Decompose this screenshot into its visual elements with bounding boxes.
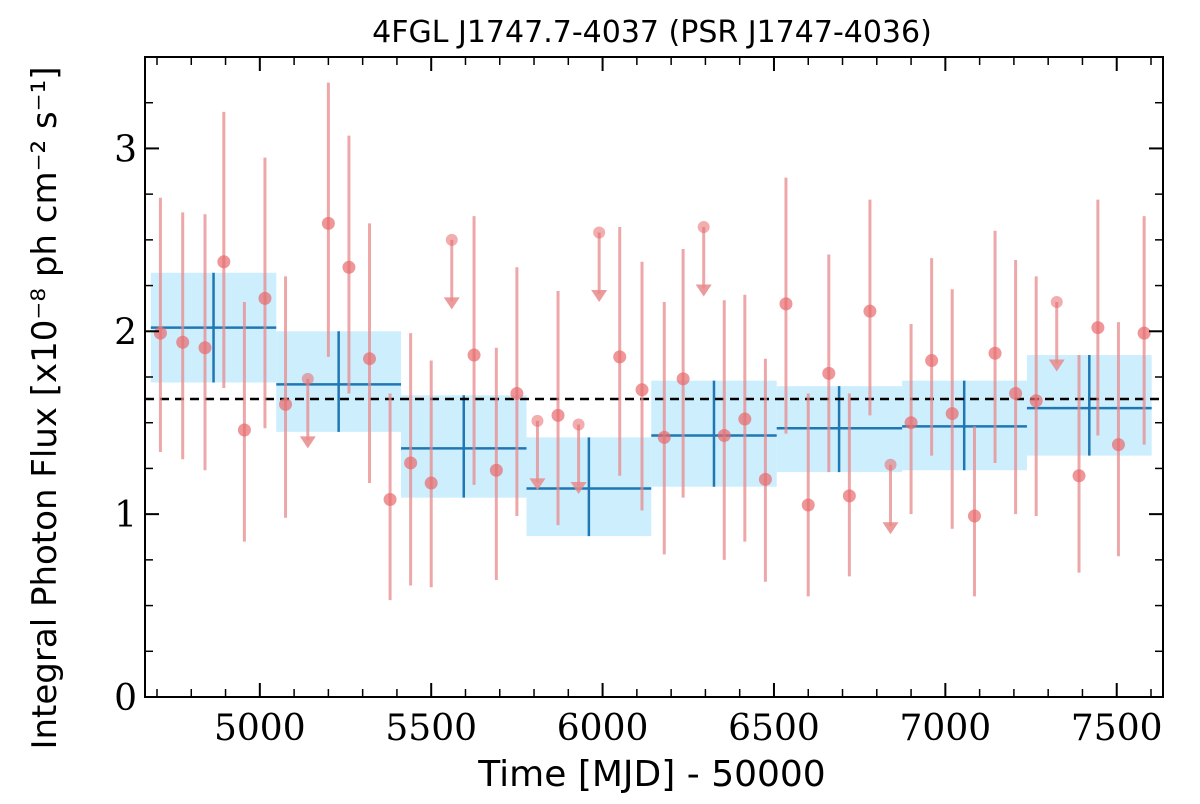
short-bin-point (279, 397, 293, 411)
upper-limit-point (301, 372, 314, 385)
short-bin-point (779, 297, 793, 311)
short-bin-point (489, 463, 503, 477)
short-bin-point (967, 509, 981, 523)
y-tick-label: 0 (114, 678, 137, 719)
y-axis-label: Integral Photon Flux [x10⁻⁸ ph cm⁻² s⁻¹] (25, 66, 65, 749)
short-bin-point (863, 304, 877, 318)
y-tick-label: 3 (114, 129, 137, 170)
short-bin-point (1029, 394, 1043, 408)
short-bin-point (342, 260, 356, 274)
upper-limit-arrowhead (591, 290, 608, 303)
short-bin-point (383, 493, 397, 507)
short-bin-point (321, 216, 335, 230)
short-bin-point (258, 291, 272, 305)
short-bin-point (510, 386, 524, 400)
tick-layer: 5000 5500 6000 6500 7000 7500 0 1 2 3 (114, 57, 1163, 749)
upper-limit-arrowhead (529, 478, 546, 491)
short-bin-point (1009, 386, 1023, 400)
short-bin-point (176, 335, 190, 349)
x-tick-label: 5000 (214, 708, 306, 749)
short-bin-point (717, 429, 731, 443)
upper-limit-point (593, 226, 606, 239)
short-bin-point (945, 407, 959, 421)
short-bin-point (404, 456, 418, 470)
short-bin-point (237, 423, 251, 437)
short-bin-point (904, 416, 918, 430)
upper-limit-arrowhead (695, 284, 712, 297)
short-bin-point (1091, 321, 1105, 335)
short-bin-point (657, 430, 671, 444)
short-bin-point (363, 352, 377, 366)
upper-limit-point (1050, 296, 1063, 309)
short-bin-point (1137, 326, 1151, 340)
x-tick-label: 5500 (385, 708, 477, 749)
short-bin-point (676, 372, 690, 386)
short-bin-point (738, 412, 752, 426)
short-bin-point (842, 489, 856, 503)
short-bin-point-layer (153, 216, 1151, 535)
short-bin-point (822, 366, 836, 380)
upper-limit-point (572, 418, 585, 431)
chart-title: 4FGL J1747.7-4037 (PSR J1747-4036) (372, 15, 932, 50)
y-tick-label: 1 (114, 495, 137, 536)
upper-limit-arrowhead (882, 522, 899, 535)
short-bin-point (1111, 438, 1125, 452)
x-tick-label: 6500 (728, 708, 820, 749)
short-bin-point (758, 472, 772, 486)
x-tick-label: 7500 (1071, 708, 1163, 749)
upper-limit-arrowhead (299, 436, 316, 449)
short-bin-point (925, 354, 939, 368)
short-bin-point (551, 408, 565, 422)
x-tick-label: 6000 (557, 708, 649, 749)
short-bin-point (801, 498, 815, 512)
x-axis-label: Time [MJD] - 50000 (477, 754, 825, 795)
short-bin-point (635, 383, 649, 397)
short-bin-point (613, 350, 627, 364)
short-bin-point (467, 348, 481, 362)
x-tick-label: 7000 (900, 708, 992, 749)
short-bin-point (424, 476, 438, 490)
upper-limit-arrowhead (443, 297, 460, 310)
upper-limit-point (884, 458, 897, 471)
upper-limit-point (445, 233, 458, 246)
upper-limit-arrowhead (570, 482, 587, 495)
short-bin-point (198, 341, 212, 355)
short-bin-point (988, 346, 1002, 360)
upper-limit-point (531, 414, 544, 427)
short-bin-point (153, 326, 167, 340)
upper-limit-arrowhead (1048, 359, 1065, 372)
long-bin-layer (150, 272, 1152, 537)
short-bin-point (1072, 469, 1086, 483)
y-tick-label: 2 (114, 312, 137, 353)
upper-limit-point (697, 221, 710, 234)
short-bin-point (217, 255, 231, 269)
